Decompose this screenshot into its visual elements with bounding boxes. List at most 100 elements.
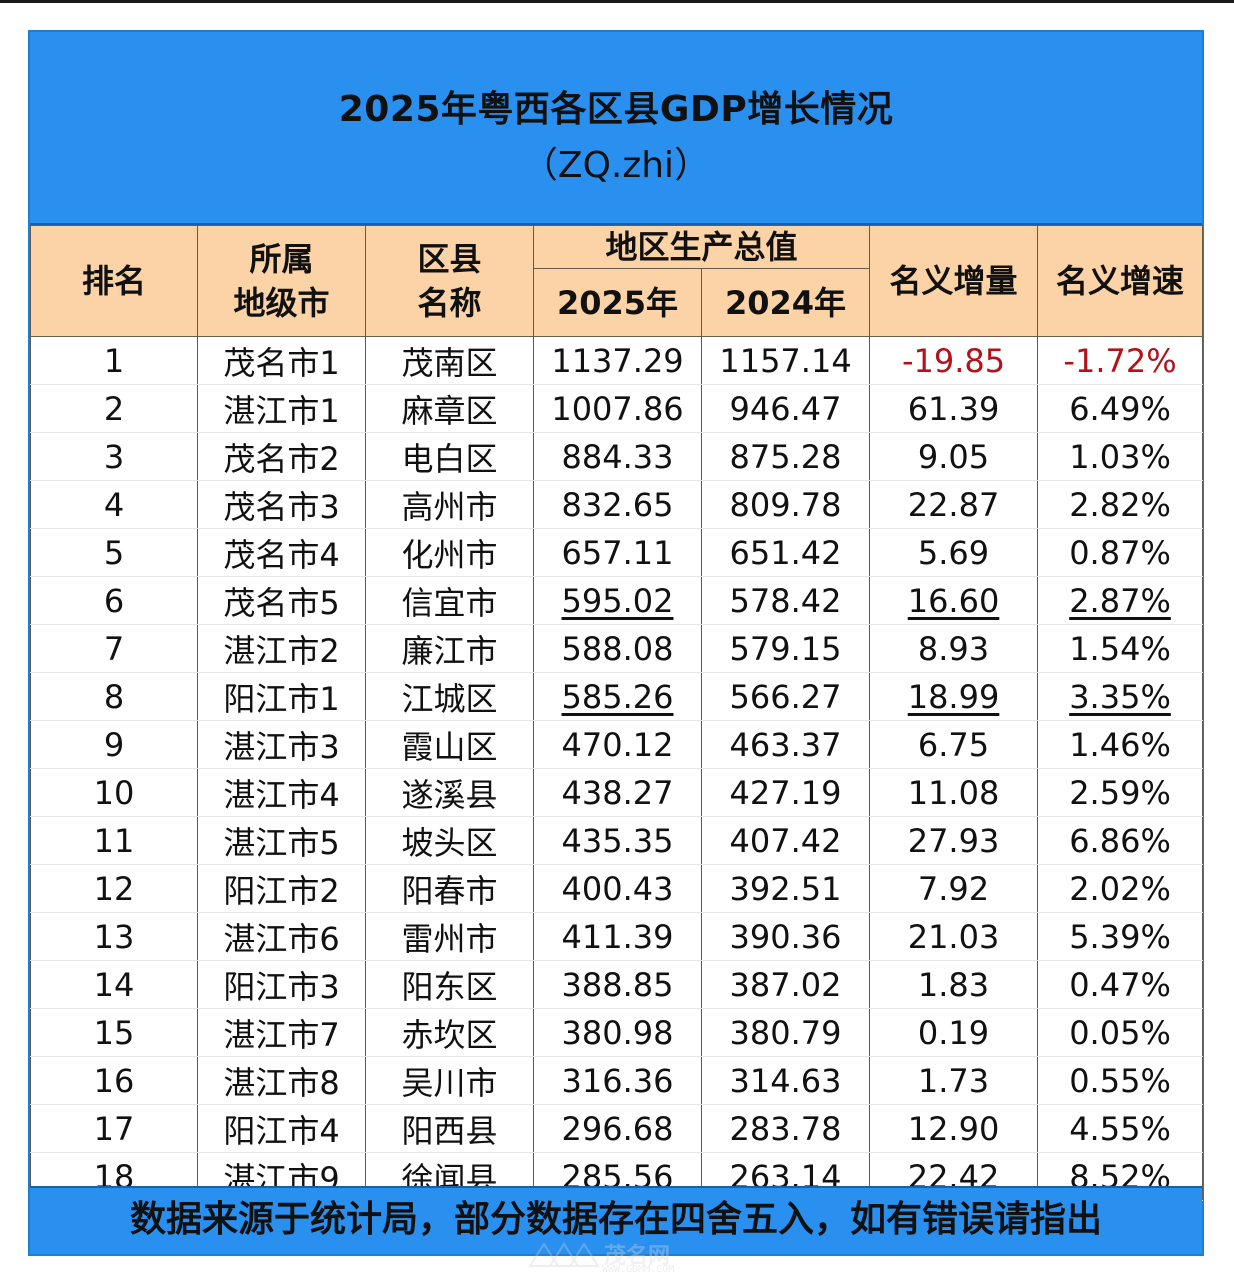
cell-city: 茂名市2 bbox=[197, 432, 366, 481]
cell-y2024-value: 651.42 bbox=[729, 533, 842, 572]
cell-city: 阳江市1 bbox=[197, 672, 366, 721]
cell-rank: 12 bbox=[30, 864, 198, 913]
cell-y2024: 1157.14 bbox=[700, 336, 871, 385]
cell-y2024: 463.37 bbox=[700, 720, 871, 769]
cell-rank: 1 bbox=[30, 336, 198, 385]
cell-rank-value: 1 bbox=[103, 341, 125, 380]
cell-county-value: 赤坎区 bbox=[401, 1015, 498, 1054]
cell-y2025-value: 400.43 bbox=[561, 869, 674, 908]
cell-city: 阳江市2 bbox=[197, 864, 366, 913]
table-row: 7 湛江市2 廉江市 588.08 579.15 8.93 1.54% bbox=[30, 624, 1204, 673]
cell-increase-value: 22.87 bbox=[907, 485, 1000, 524]
cell-county: 信宜市 bbox=[365, 576, 534, 625]
cell-county: 阳春市 bbox=[365, 864, 534, 913]
cell-rate: 1.03% bbox=[1037, 432, 1204, 481]
cell-city-value: 茂名市3 bbox=[223, 487, 340, 526]
cell-y2025: 832.65 bbox=[533, 480, 702, 529]
cell-increase: 5.69 bbox=[869, 528, 1039, 577]
cell-rank: 3 bbox=[30, 432, 198, 481]
cell-rank-value: 4 bbox=[103, 485, 125, 524]
cell-y2025-value: 435.35 bbox=[561, 821, 674, 860]
cell-county-value: 阳春市 bbox=[401, 871, 498, 910]
title-banner: 2025年粤西各区县GDP增长情况 （ZQ.zhi） bbox=[30, 32, 1202, 225]
cell-rate-value: 0.87% bbox=[1069, 533, 1171, 572]
cell-rate: 2.02% bbox=[1037, 864, 1204, 913]
cell-rank: 14 bbox=[30, 960, 198, 1009]
cell-rate-value: 2.02% bbox=[1069, 869, 1171, 908]
cell-city: 茂名市1 bbox=[197, 336, 366, 385]
cell-y2024: 390.36 bbox=[700, 912, 871, 961]
cell-y2025: 470.12 bbox=[533, 720, 702, 769]
cell-rank-value: 9 bbox=[103, 725, 125, 764]
cell-y2024: 809.78 bbox=[700, 480, 871, 529]
page-subtitle: （ZQ.zhi） bbox=[521, 145, 711, 186]
cell-county-value: 麻章区 bbox=[401, 391, 498, 430]
page-title: 2025年粤西各区县GDP增长情况 bbox=[338, 89, 894, 130]
cell-rate-value: 1.46% bbox=[1069, 725, 1171, 764]
cell-rate-value: 6.49% bbox=[1069, 389, 1171, 428]
cell-county: 高州市 bbox=[365, 480, 534, 529]
cell-rate: 1.54% bbox=[1037, 624, 1204, 673]
cell-rank-value: 12 bbox=[93, 869, 135, 908]
cell-increase: 1.83 bbox=[869, 960, 1039, 1009]
cell-rank-value: 11 bbox=[93, 821, 135, 860]
cell-increase-value: 1.73 bbox=[917, 1061, 990, 1100]
footer-note: 数据来源于统计局，部分数据存在四舍五入，如有错误请指出 bbox=[30, 1186, 1202, 1254]
cell-city: 湛江市1 bbox=[197, 384, 366, 433]
table-header: 排名 所属 地级市 区县 名称 地区生产总值 名义增量 名义增速 bbox=[30, 225, 1204, 337]
cell-increase-value: 18.99 bbox=[907, 677, 1000, 716]
cell-increase-value: 7.92 bbox=[917, 869, 990, 908]
header-rank: 排名 bbox=[30, 225, 198, 337]
table-row: 6 茂名市5 信宜市 595.02 578.42 16.60 2.87% bbox=[30, 576, 1204, 625]
cell-city: 湛江市4 bbox=[197, 768, 366, 817]
cell-y2024: 566.27 bbox=[700, 672, 871, 721]
cell-county: 赤坎区 bbox=[365, 1008, 534, 1057]
cell-county: 麻章区 bbox=[365, 384, 534, 433]
table-row: 11 湛江市5 坡头区 435.35 407.42 27.93 6.86% bbox=[30, 816, 1204, 865]
cell-city: 湛江市6 bbox=[197, 912, 366, 961]
cell-rank: 13 bbox=[30, 912, 198, 961]
cell-city-value: 湛江市3 bbox=[223, 727, 340, 766]
cell-y2024-value: 1157.14 bbox=[719, 341, 852, 380]
cell-y2024: 875.28 bbox=[700, 432, 871, 481]
cell-y2024: 392.51 bbox=[700, 864, 871, 913]
cell-rate-value: 2.87% bbox=[1069, 581, 1171, 620]
cell-y2024: 387.02 bbox=[700, 960, 871, 1009]
cell-city-value: 阳江市4 bbox=[223, 1111, 340, 1150]
cell-city: 阳江市3 bbox=[197, 960, 366, 1009]
cell-y2025: 1137.29 bbox=[533, 336, 702, 385]
table-row: 10 湛江市4 遂溪县 438.27 427.19 11.08 2.59% bbox=[30, 768, 1204, 817]
cell-increase: 1.73 bbox=[869, 1056, 1039, 1105]
cell-county: 电白区 bbox=[365, 432, 534, 481]
cell-increase-value: 11.08 bbox=[907, 773, 1000, 812]
cell-city-value: 茂名市1 bbox=[223, 343, 340, 382]
cell-rate-value: 1.54% bbox=[1069, 629, 1171, 668]
header-gdp-group: 地区生产总值 bbox=[532, 225, 871, 269]
cell-y2025-value: 388.85 bbox=[561, 965, 674, 1004]
cell-county-value: 遂溪县 bbox=[401, 775, 498, 814]
cell-y2024-value: 579.15 bbox=[729, 629, 842, 668]
cell-rank: 8 bbox=[30, 672, 198, 721]
cell-rank-value: 6 bbox=[103, 581, 125, 620]
table-row: 3 茂名市2 电白区 884.33 875.28 9.05 1.03% bbox=[30, 432, 1204, 481]
table-row: 2 湛江市1 麻章区 1007.86 946.47 61.39 6.49% bbox=[30, 384, 1204, 433]
cell-county-value: 霞山区 bbox=[401, 727, 498, 766]
cell-city-value: 湛江市6 bbox=[223, 919, 340, 958]
header-rate: 名义增速 bbox=[1037, 225, 1204, 337]
cell-county-value: 高州市 bbox=[401, 487, 498, 526]
cell-y2024-value: 387.02 bbox=[729, 965, 842, 1004]
table-row: 8 阳江市1 江城区 585.26 566.27 18.99 3.35% bbox=[30, 672, 1204, 721]
cell-rate-value: 2.82% bbox=[1069, 485, 1171, 524]
gdp-table: 排名 所属 地级市 区县 名称 地区生产总值 名义增量 名义增速 bbox=[30, 225, 1204, 1201]
cell-rank: 5 bbox=[30, 528, 198, 577]
cell-increase-value: 9.05 bbox=[917, 437, 990, 476]
cell-rate-value: -1.72% bbox=[1063, 341, 1177, 380]
cell-rate-value: 0.55% bbox=[1069, 1061, 1171, 1100]
cell-rate-value: 4.55% bbox=[1069, 1109, 1171, 1148]
cell-city-value: 湛江市7 bbox=[223, 1015, 340, 1054]
cell-city-value: 茂名市2 bbox=[223, 439, 340, 478]
cell-y2025: 400.43 bbox=[533, 864, 702, 913]
cell-city-value: 阳江市2 bbox=[223, 871, 340, 910]
cell-increase: 12.90 bbox=[869, 1104, 1039, 1153]
cell-y2024-value: 946.47 bbox=[729, 389, 842, 428]
